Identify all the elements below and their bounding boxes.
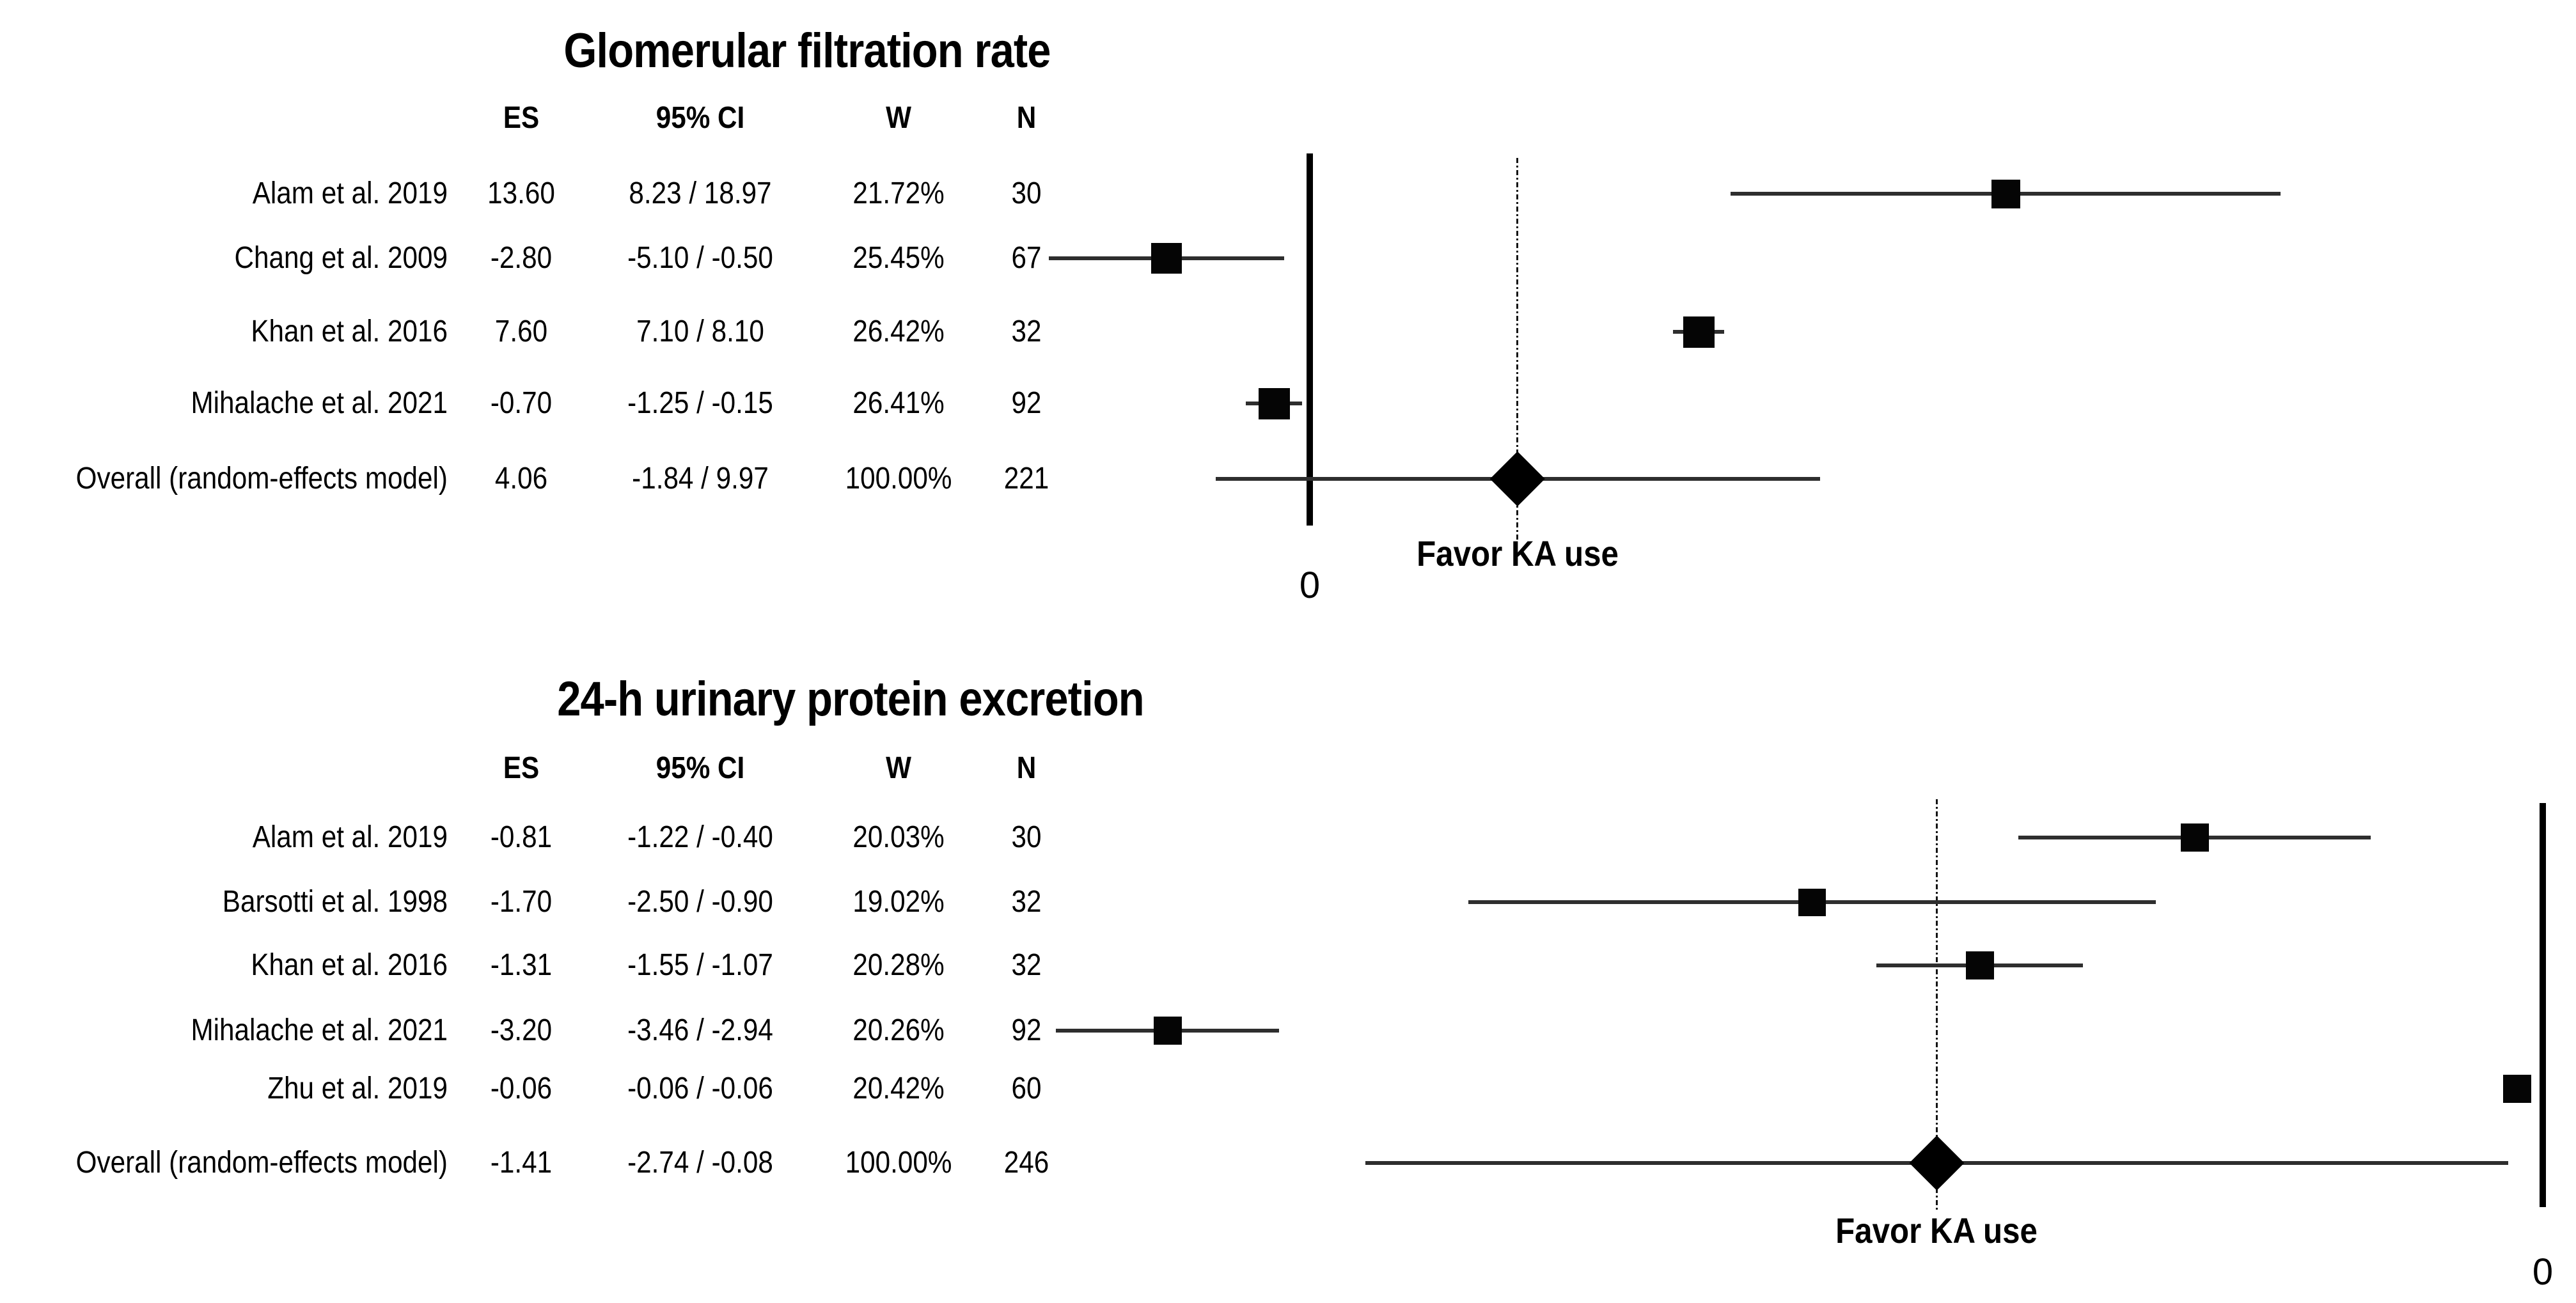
effect-size-square [1151, 243, 1182, 274]
ci-value: 7.10 / 8.10 [636, 315, 764, 348]
zero-axis-tick-label: 0 [2532, 1251, 2554, 1293]
ci-value: -1.84 / 9.97 [632, 462, 769, 495]
n-value: 221 [1003, 462, 1049, 495]
n-value: 32 [1011, 948, 1042, 982]
col-header-n: N [1016, 751, 1037, 785]
study-label: Alam et al. 2019 [252, 176, 448, 210]
col-header-weight: W [886, 101, 911, 135]
zero-axis-line [1307, 153, 1313, 526]
study-label: Mihalache et al. 2021 [191, 386, 448, 420]
n-value: 92 [1011, 386, 1042, 420]
effect-size-square [2502, 1075, 2531, 1103]
weight-value: 26.41% [852, 386, 945, 420]
ci-value: 8.23 / 18.97 [629, 176, 772, 210]
es-value: -0.70 [490, 386, 553, 420]
es-value: -0.06 [490, 1072, 553, 1105]
study-label: Khan et al. 2016 [251, 948, 448, 982]
study-label: Khan et al. 2016 [251, 315, 448, 348]
weight-value: 100.00% [845, 462, 952, 495]
n-value: 60 [1011, 1072, 1042, 1105]
study-label: Chang et al. 2009 [234, 241, 448, 275]
es-value: -2.80 [490, 241, 553, 275]
ci-value: -1.22 / -0.40 [627, 820, 773, 854]
es-value: -1.31 [490, 948, 553, 982]
n-value: 92 [1011, 1013, 1042, 1047]
col-header-es: ES [503, 101, 540, 135]
effect-size-square [1991, 179, 2020, 208]
effect-size-square [1798, 888, 1826, 916]
weight-value: 100.00% [845, 1146, 952, 1180]
weight-value: 26.42% [852, 315, 945, 348]
study-label: Zhu et al. 2019 [267, 1072, 448, 1105]
effect-size-square [1258, 387, 1290, 419]
ci-value: -1.55 / -1.07 [627, 948, 773, 982]
es-value: 4.06 [494, 462, 548, 495]
ci-value: -3.46 / -2.94 [627, 1013, 773, 1047]
overall-effect-dashed-line [1516, 158, 1519, 540]
effect-size-square [1965, 951, 1994, 979]
overall-effect-dashed-line [1935, 799, 1938, 1210]
col-header-weight: W [886, 751, 911, 785]
weight-value: 21.72% [852, 176, 945, 210]
ci-value: -0.06 / -0.06 [627, 1072, 773, 1105]
n-value: 30 [1011, 176, 1042, 210]
effect-size-square [1153, 1017, 1182, 1045]
ci-value: -1.25 / -0.15 [627, 386, 773, 420]
chart-title: 24-h urinary protein excretion [557, 672, 1144, 726]
effect-size-square [2180, 823, 2209, 852]
overall-label: Overall (random-effects model) [75, 1146, 448, 1180]
col-header-ci: 95% CI [656, 751, 745, 785]
es-value: -0.81 [490, 820, 553, 854]
n-value: 32 [1011, 885, 1042, 919]
weight-value: 25.45% [852, 241, 945, 275]
overall-label: Overall (random-effects model) [75, 462, 448, 495]
es-value: -1.70 [490, 885, 553, 919]
study-label: Barsotti et al. 1998 [222, 885, 448, 919]
n-value: 67 [1011, 241, 1042, 275]
effect-size-square [1683, 316, 1715, 348]
ci-value: -5.10 / -0.50 [627, 241, 773, 275]
weight-value: 20.28% [852, 948, 945, 982]
col-header-ci: 95% CI [656, 101, 745, 135]
favor-ka-label: Favor KA use [1835, 1210, 2038, 1251]
overall-diamond [1909, 1135, 1965, 1190]
ci-value: -2.50 / -0.90 [627, 885, 773, 919]
zero-axis-tick-label: 0 [1299, 565, 1321, 606]
n-value: 246 [1003, 1146, 1049, 1180]
zero-axis-line [2540, 803, 2546, 1207]
overall-diamond [1489, 451, 1545, 506]
chart-title: Glomerular filtration rate [563, 24, 1051, 78]
es-value: -3.20 [490, 1013, 553, 1047]
study-label: Alam et al. 2019 [252, 820, 448, 854]
weight-value: 20.42% [852, 1072, 945, 1105]
es-value: 13.60 [487, 176, 555, 210]
n-value: 32 [1011, 315, 1042, 348]
es-value: -1.41 [490, 1146, 553, 1180]
favor-ka-label: Favor KA use [1417, 533, 1619, 573]
col-header-n: N [1016, 101, 1037, 135]
col-header-es: ES [503, 751, 540, 785]
weight-value: 20.03% [852, 820, 945, 854]
weight-value: 20.26% [852, 1013, 945, 1047]
ci-value: -2.74 / -0.08 [627, 1146, 773, 1180]
weight-value: 19.02% [852, 885, 945, 919]
n-value: 30 [1011, 820, 1042, 854]
study-label: Mihalache et al. 2021 [191, 1013, 448, 1047]
es-value: 7.60 [494, 315, 548, 348]
